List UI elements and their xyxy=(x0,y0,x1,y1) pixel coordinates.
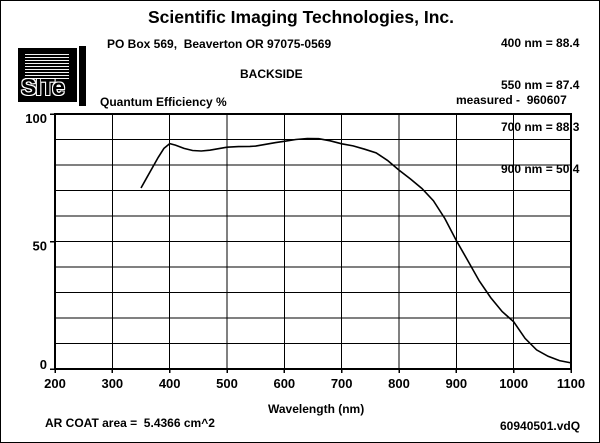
chart-title: Quantum Efficiency % xyxy=(100,95,227,109)
x-tick-label: 500 xyxy=(216,376,238,391)
x-tick-label: 300 xyxy=(101,376,123,391)
data-filename: 60940501.vdQ xyxy=(500,419,581,433)
y-tick-label: 0 xyxy=(40,357,47,372)
qe-reading-400nm: 400 nm = 88.4 xyxy=(501,36,580,50)
qe-reading-550nm: 550 nm = 87.4 xyxy=(501,78,580,92)
x-tick-label: 1000 xyxy=(499,376,528,391)
x-tick-label: 200 xyxy=(44,376,66,391)
site-logo: SITe xyxy=(18,48,77,102)
ar-coat-area-label: AR COAT area = 5.4366 cm^2 xyxy=(45,416,215,430)
qe-curve xyxy=(140,137,572,364)
y-tick-label: 100 xyxy=(25,111,47,126)
logo-vertical-bar xyxy=(79,46,86,106)
x-tick-label: 900 xyxy=(445,376,467,391)
company-address: PO Box 569, Beaverton OR 97075-0569 xyxy=(107,37,332,51)
x-axis-title: Wavelength (nm) xyxy=(268,402,365,416)
y-tick-label: 50 xyxy=(33,239,47,254)
logo-dither-texture xyxy=(25,52,69,79)
x-tick-label: 700 xyxy=(331,376,353,391)
logo-wordmark: SITe xyxy=(21,74,65,100)
qe-readings-list: 400 nm = 88.4 550 nm = 87.4 700 nm = 88.… xyxy=(501,8,579,204)
company-title: Scientific Imaging Technologies, Inc. xyxy=(148,7,454,27)
x-tick-label: 800 xyxy=(388,376,410,391)
x-tick-label: 600 xyxy=(273,376,295,391)
measured-date-label: measured - 960607 xyxy=(456,93,567,107)
x-tick-label: 400 xyxy=(159,376,181,391)
x-tick-label: 1100 xyxy=(557,376,585,391)
qe-reading-700nm: 700 nm = 88.3 xyxy=(501,120,580,134)
sensor-mode-label: BACKSIDE xyxy=(240,67,303,81)
